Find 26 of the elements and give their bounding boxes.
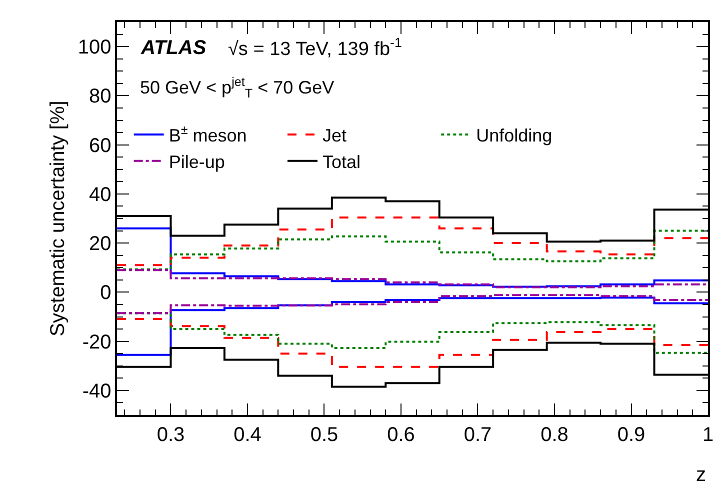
x-tick-label: 0.7	[464, 424, 492, 446]
x-tick-label: 1	[702, 424, 714, 446]
y-tick-label: 60	[89, 134, 112, 157]
x-tick-label: 0.5	[310, 424, 338, 446]
y-tick-label: 100	[78, 36, 112, 59]
y-tick-label: 80	[89, 86, 112, 108]
legend-label: Jet	[322, 126, 346, 146]
annotation: ATLAS	[140, 37, 207, 59]
x-tick-label: 0.6	[387, 424, 415, 446]
y-tick-label: -40	[82, 380, 112, 402]
x-tick-label: 0.4	[234, 424, 262, 446]
annotation: 50 GeV < p$^{jet}$$_{T}$ < 70 GeV	[140, 75, 334, 100]
y-tick-label: -20	[82, 331, 112, 354]
y-tick-label: 20	[89, 233, 112, 256]
x-tick-label: 0.9	[617, 424, 646, 446]
y-tick-label: 40	[89, 184, 112, 206]
legend-label: Unfolding	[476, 126, 552, 146]
legend-label: Pile-up	[168, 152, 225, 172]
y-axis-title: Systematic uncertainty [%]	[46, 100, 69, 336]
x-tick-label: 0.8	[540, 424, 568, 446]
x-tick-label: 0.3	[156, 424, 185, 446]
y-tick-label: 0	[100, 282, 112, 304]
x-axis-title: z	[696, 464, 706, 486]
legend-label: B$^{±}$ meson	[168, 122, 247, 146]
legend-label: Total	[322, 152, 361, 172]
annotation: √s = 13 TeV, 139 fb$^{-1}$	[228, 35, 402, 60]
